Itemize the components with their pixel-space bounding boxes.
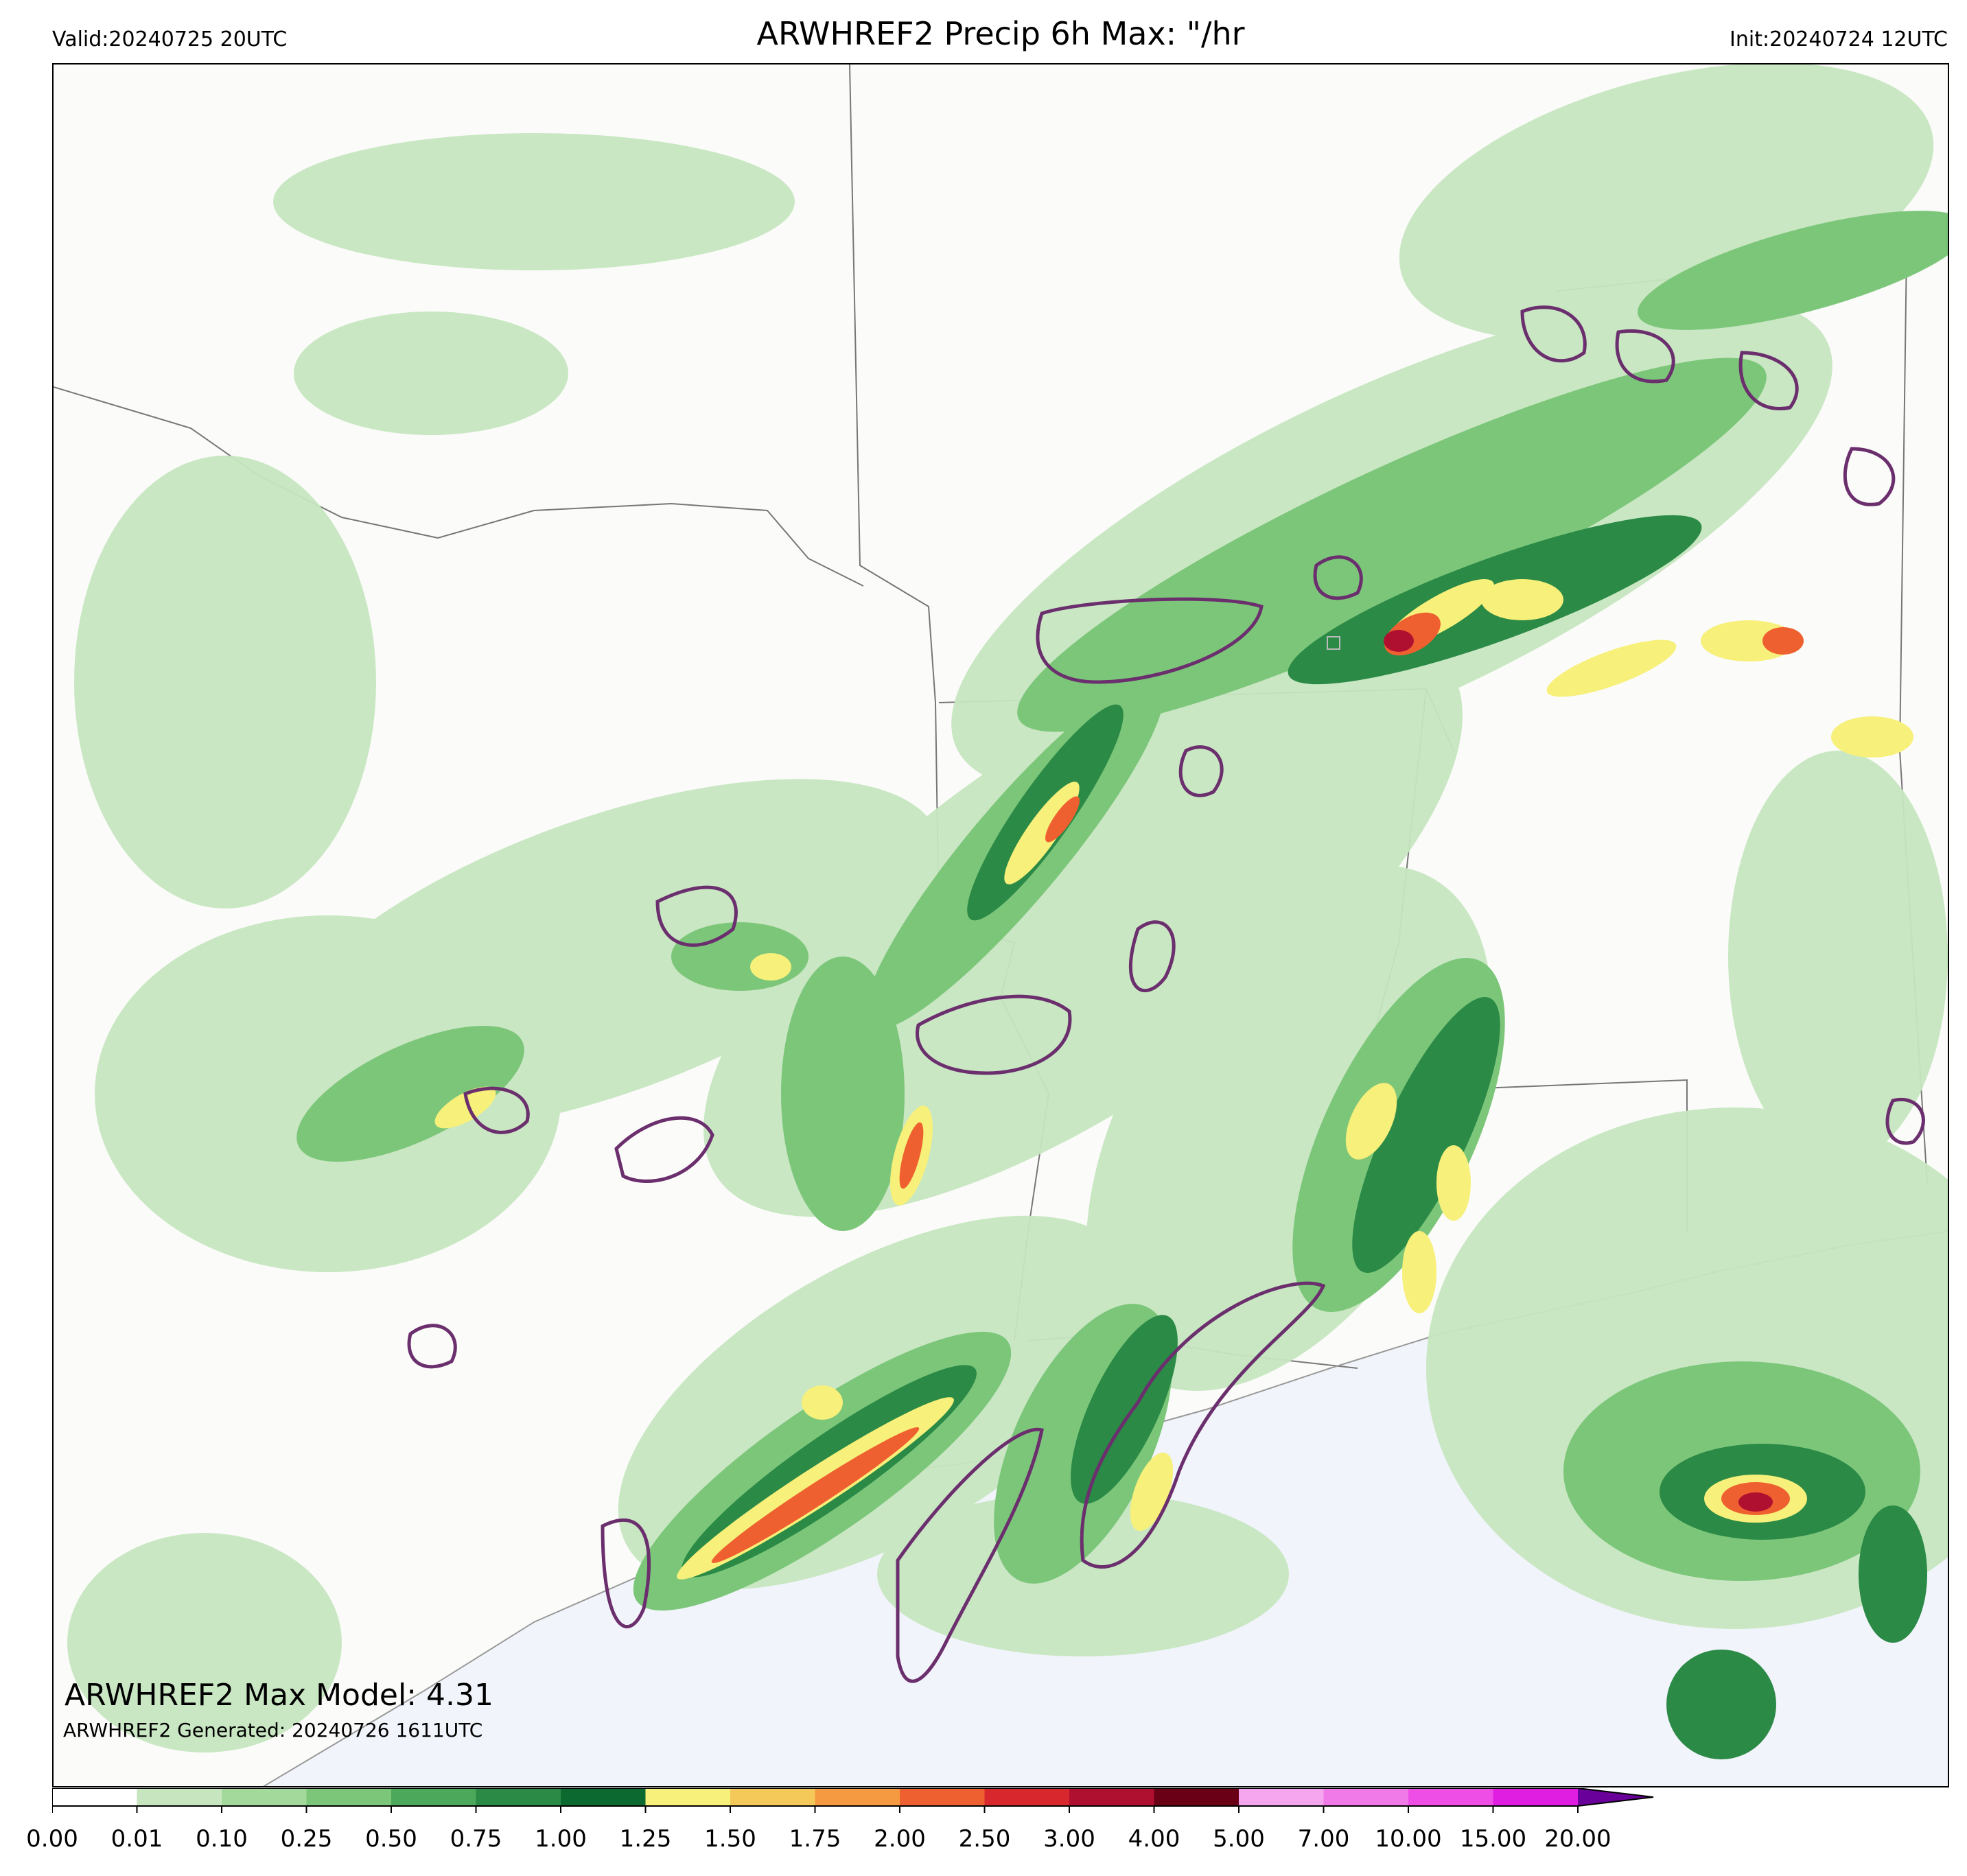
colorbar-tick-label: 2.50 — [958, 1825, 1011, 1853]
precip-map — [52, 63, 1949, 1787]
colorbar-cell — [1408, 1788, 1493, 1806]
colorbar-tick-label: 4.00 — [1128, 1825, 1180, 1853]
colorbar-cell — [730, 1788, 815, 1806]
colorbar-cell — [1154, 1788, 1239, 1806]
map-graphic — [54, 65, 1948, 1786]
colorbar-tick-label: 5.00 — [1213, 1825, 1265, 1853]
colorbar-tick-label: 20.00 — [1544, 1825, 1611, 1853]
map-title: ARWHREF2 Precip 6h Max: "/hr — [756, 15, 1245, 52]
colorbar — [52, 1788, 1654, 1813]
colorbar-cell — [1323, 1788, 1409, 1806]
colorbar-cell — [561, 1788, 646, 1806]
colorbar-tick-label: 15.00 — [1459, 1825, 1527, 1853]
colorbar-tick-label: 7.00 — [1297, 1825, 1350, 1853]
colorbar-tick-label: 0.01 — [110, 1825, 163, 1853]
colorbar-tick-label: 0.10 — [196, 1825, 248, 1853]
generated-label: ARWHREF2 Generated: 20240726 1611UTC — [63, 1719, 483, 1742]
purple-contours — [407, 305, 1925, 1683]
colorbar-cell — [306, 1788, 392, 1806]
colorbar-cell — [222, 1788, 307, 1806]
colorbar-tick-label: 2.00 — [874, 1825, 926, 1853]
colorbar-cell — [1493, 1788, 1579, 1806]
colorbar-tick-label: 1.00 — [535, 1825, 587, 1853]
valid-time: Valid:20240725 20UTC — [52, 27, 288, 51]
colorbar-tick-label: 0.00 — [26, 1825, 78, 1853]
colorbar-cell — [52, 1788, 137, 1806]
colorbar-cell — [137, 1788, 222, 1806]
colorbar-cell — [1069, 1788, 1154, 1806]
precip-maroon — [1384, 630, 1773, 1512]
colorbar-cell — [984, 1788, 1070, 1806]
colorbar-cell — [1239, 1788, 1324, 1806]
colorbar-tick-label: 1.25 — [619, 1825, 672, 1853]
colorbar-tick-label: 1.75 — [789, 1825, 841, 1853]
colorbar-cell — [476, 1788, 561, 1806]
colorbar-cell — [900, 1788, 985, 1806]
colorbar-outline — [52, 1788, 1654, 1807]
colorbar-tick-label: 0.25 — [280, 1825, 333, 1853]
colorbar-cell — [815, 1788, 900, 1806]
colorbar-cell — [391, 1788, 476, 1806]
colorbar-tick-label: 3.00 — [1043, 1825, 1095, 1853]
colorbar-cell — [645, 1788, 731, 1806]
colorbar-tick-label: 0.50 — [365, 1825, 417, 1853]
max-model-label: ARWHREF2 Max Model: 4.31 — [65, 1678, 493, 1713]
init-time: Init:20240724 12UTC — [1730, 27, 1948, 51]
max-location-marker — [1327, 636, 1340, 650]
colorbar-tick-label: 10.00 — [1375, 1825, 1442, 1853]
colorbar-tick-label: 0.75 — [450, 1825, 502, 1853]
colorbar-extend-arrow — [1578, 1788, 1653, 1806]
colorbar-tick-label: 1.50 — [704, 1825, 756, 1853]
